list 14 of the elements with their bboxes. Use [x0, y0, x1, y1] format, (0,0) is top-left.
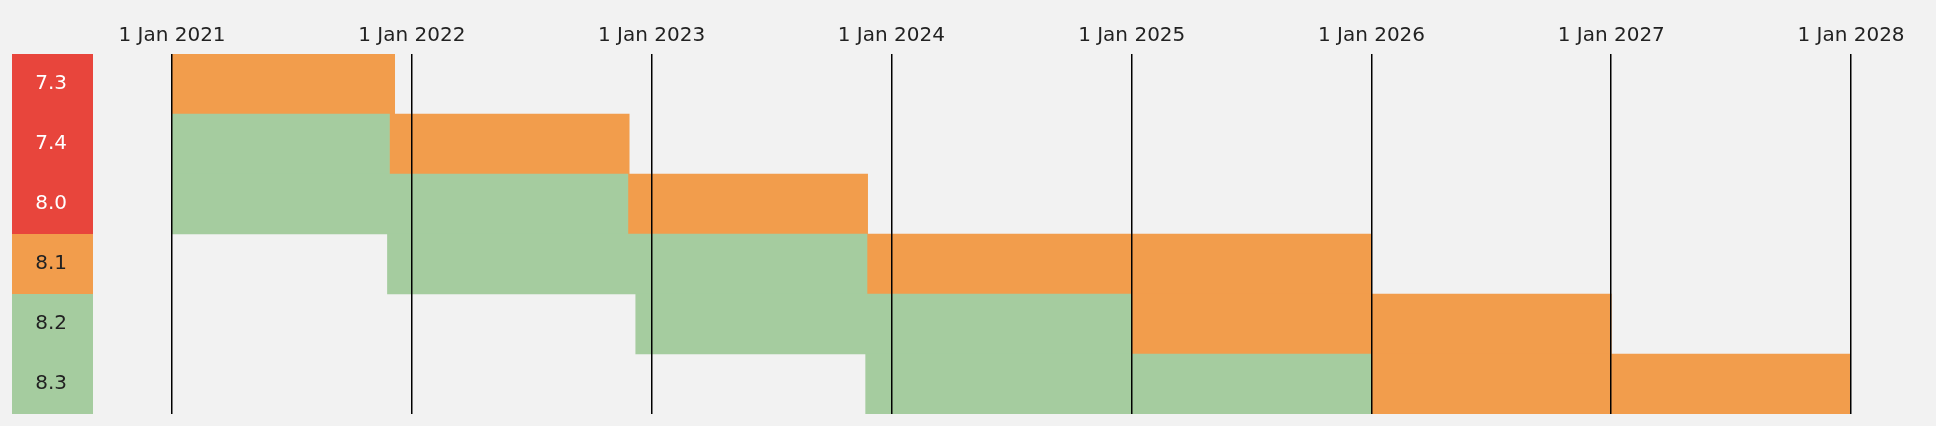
x-tick-label: 1 Jan 2025: [1078, 22, 1186, 47]
y-tick-label: 8.3: [35, 370, 67, 395]
x-tick-label: 1 Jan 2023: [597, 22, 706, 47]
y-tick-label: 8.0: [35, 190, 67, 215]
y-tick-label: 8.1: [35, 250, 67, 275]
y-tick-label: 7.4: [35, 130, 67, 155]
y-tick-label: 7.3: [35, 70, 67, 95]
y-tick-label: 8.2: [35, 310, 67, 335]
x-tick-label: 1 Jan 2028: [1797, 22, 1905, 47]
x-tick-label: 1 Jan 2026: [1317, 22, 1426, 47]
x-tick-label: 1 Jan 2027: [1557, 22, 1665, 47]
x-tick-label: 1 Jan 2024: [837, 22, 945, 47]
x-tick-label: 1 Jan 2022: [358, 22, 466, 47]
x-tick-label: 1 Jan 2021: [118, 22, 226, 47]
